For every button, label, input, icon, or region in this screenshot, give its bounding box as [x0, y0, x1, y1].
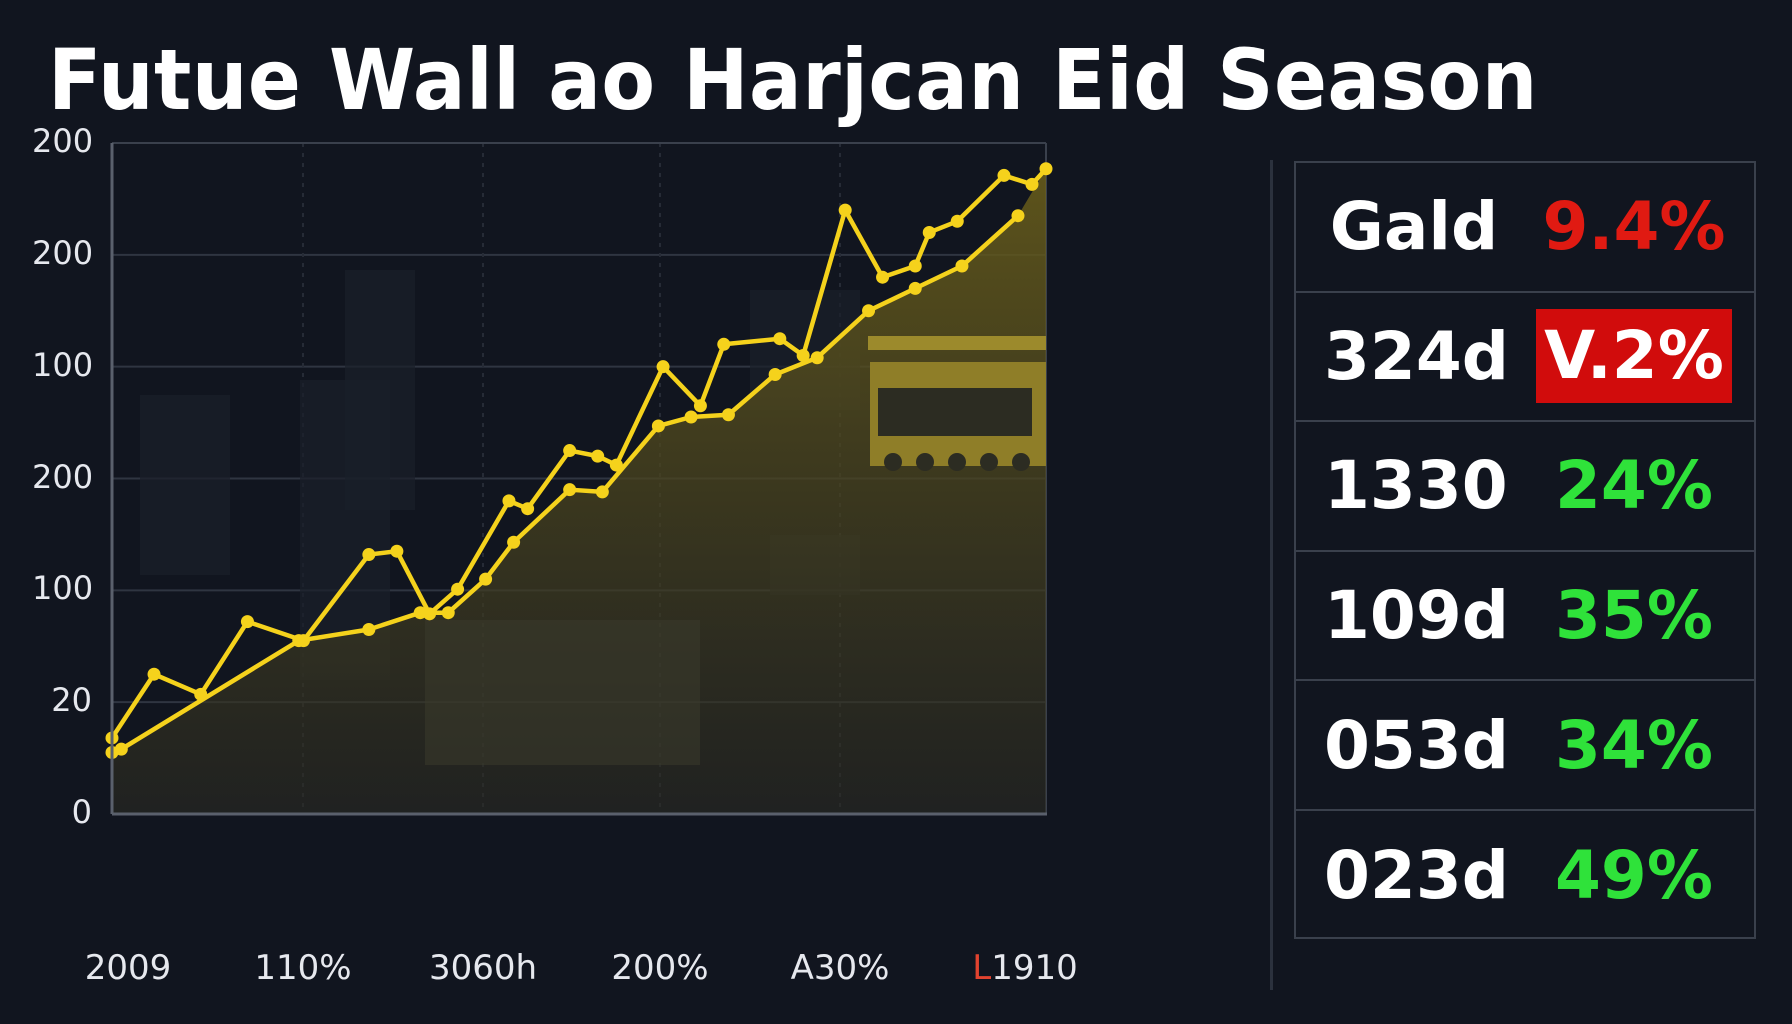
data-point-marker — [114, 742, 128, 756]
data-point-marker — [656, 360, 670, 374]
stat-change: 34% — [1555, 706, 1713, 784]
stat-label: 1330 — [1324, 447, 1508, 525]
stat-row: 023d 49% — [1296, 811, 1754, 941]
x-tick-label: A30% — [790, 948, 890, 988]
series-lines — [105, 162, 1053, 759]
data-point-marker — [693, 399, 707, 413]
y-tick-label: 0 — [71, 793, 92, 831]
stat-row: 109d 35% — [1296, 552, 1754, 682]
stat-row: 053d 34% — [1296, 681, 1754, 811]
stats-panel: Gald 9.4% 324d V.2% 1330 24% 109d 35% 05… — [1294, 161, 1756, 939]
stat-label: Gald — [1329, 188, 1499, 266]
stat-row: 324d V.2% — [1296, 293, 1754, 423]
data-point-marker — [292, 634, 306, 648]
data-point-marker — [1011, 209, 1025, 223]
data-point-marker — [563, 444, 577, 458]
x-tick-label: 2009 — [84, 948, 172, 988]
line-chart: 200 200 100 200 100 20 0 2009 110% 3060h 200% A30%… — [32, 122, 1078, 988]
data-point-marker — [997, 168, 1011, 182]
data-point-marker — [651, 419, 665, 433]
x-tick-label: 200% — [611, 948, 709, 988]
stat-label: 023d — [1324, 837, 1510, 915]
y-tick-label: 100 — [32, 569, 94, 608]
data-point-marker — [950, 214, 964, 228]
stat-label: 324d — [1324, 317, 1510, 395]
page-title: Futue Wall ao Harjcan Eid Season — [48, 31, 1538, 129]
stat-change: 35% — [1555, 577, 1713, 655]
data-point-marker — [684, 410, 698, 424]
data-point-marker — [1039, 162, 1053, 176]
data-point-marker — [922, 225, 936, 239]
stat-label: 109d — [1324, 577, 1510, 655]
data-point-marker — [390, 544, 404, 558]
y-tick-label: 200 — [32, 122, 94, 160]
panel-divider — [1270, 160, 1273, 990]
data-point-marker — [362, 622, 376, 636]
data-point-marker — [717, 337, 731, 351]
x-tick-label: 110% — [254, 948, 352, 988]
data-point-marker — [240, 615, 254, 629]
data-point-marker — [362, 548, 376, 562]
data-point-marker — [413, 606, 427, 620]
stat-change: 49% — [1555, 837, 1713, 915]
stat-change: 9.4% — [1542, 188, 1726, 266]
data-point-marker — [773, 332, 787, 346]
stat-label: 053d — [1324, 706, 1510, 784]
stat-change-badge: V.2% — [1536, 309, 1732, 404]
data-point-marker — [810, 351, 824, 365]
x-tick-label: 3060h — [428, 948, 538, 988]
data-point-marker — [955, 259, 969, 273]
data-point-marker — [563, 483, 577, 497]
stat-row: 1330 24% — [1296, 422, 1754, 552]
data-point-marker — [1025, 177, 1039, 191]
data-point-marker — [507, 535, 521, 549]
y-tick-label: 200 — [32, 233, 94, 272]
data-point-marker — [721, 408, 735, 422]
data-point-marker — [595, 485, 609, 499]
data-point-marker — [838, 203, 852, 217]
stat-row: Gald 9.4% — [1296, 163, 1754, 293]
data-point-marker — [768, 367, 782, 381]
data-point-marker — [876, 270, 890, 284]
data-point-marker — [521, 502, 535, 516]
data-point-marker — [862, 304, 876, 318]
chart-canvas — [105, 142, 1053, 816]
data-point-marker — [441, 606, 455, 620]
data-point-marker — [591, 449, 605, 463]
y-tick-label: 20 — [51, 681, 92, 720]
data-point-marker — [479, 572, 493, 586]
data-point-marker — [502, 494, 516, 508]
x-tick-label: L1910 — [972, 948, 1078, 988]
y-tick-label: 100 — [32, 345, 94, 384]
data-point-marker — [796, 348, 810, 362]
y-tick-label: 200 — [32, 457, 94, 496]
overlay-decoration — [425, 336, 1046, 765]
stat-change: 24% — [1555, 447, 1713, 525]
data-point-marker — [147, 667, 161, 681]
data-point-marker — [908, 281, 922, 295]
data-point-marker — [451, 582, 465, 596]
data-point-marker — [908, 259, 922, 273]
